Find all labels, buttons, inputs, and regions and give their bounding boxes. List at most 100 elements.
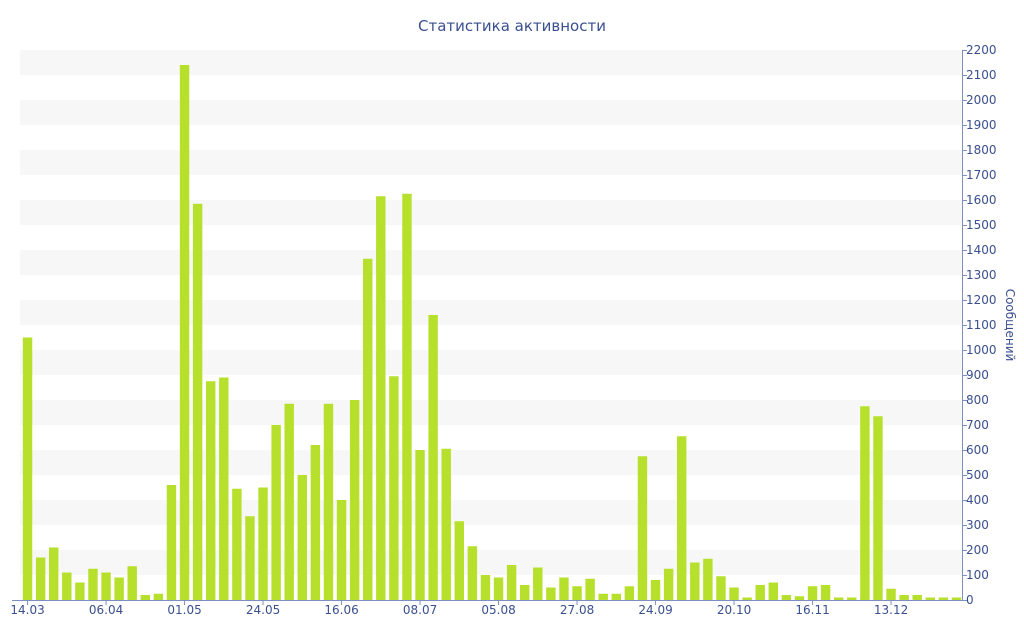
bar (35, 557, 46, 600)
x-tick-label: 14.03 (10, 603, 44, 617)
bar (389, 376, 399, 600)
bar (546, 587, 556, 600)
bar (650, 580, 661, 600)
y-tick-label: 100 (966, 568, 989, 582)
bar (860, 406, 870, 600)
bar (768, 582, 778, 600)
y-tick-label: 1600 (966, 193, 997, 207)
y-tick-label: 1500 (966, 218, 997, 232)
bar (49, 547, 59, 600)
bar (62, 572, 72, 600)
y-tick-label: 2200 (966, 43, 997, 57)
bar (179, 65, 190, 600)
bar-series (22, 65, 962, 600)
bar (441, 448, 451, 600)
y-axis-label: Сообщений (1003, 289, 1017, 362)
bar (807, 586, 818, 600)
y-tick-label: 900 (966, 368, 989, 382)
bar (192, 203, 203, 600)
y-tick-label: 1700 (966, 168, 997, 182)
bar (690, 562, 700, 600)
x-tick-label: 01.05 (167, 603, 201, 617)
bar (323, 403, 334, 600)
bar (245, 516, 255, 600)
bar (912, 595, 922, 600)
grid-band (20, 400, 962, 425)
bar (349, 400, 360, 600)
y-tick-label: 400 (966, 493, 989, 507)
y-tick-label: 1800 (966, 143, 997, 157)
x-tick-label: 27.08 (560, 603, 594, 617)
bar (467, 546, 478, 600)
bar (376, 196, 386, 600)
x-axis-ticks: 14.03 06.04 01.05 24.05 16.06 08.07 05.08 27.08… (10, 600, 908, 617)
y-tick-label: 1300 (966, 268, 997, 282)
bar (402, 193, 412, 600)
y-tick-label: 200 (966, 543, 989, 557)
bar (75, 582, 85, 600)
bar (297, 475, 307, 600)
bar (742, 597, 752, 600)
x-tick-label: 16.11 (795, 603, 829, 617)
y-axis-ticks: 0 100 200 300 400 500 600 700 800 900 1000 1100 1200… (962, 43, 997, 607)
grid-band (20, 150, 962, 175)
chart-title: Статистика активности (418, 17, 606, 35)
grid-band (20, 300, 962, 325)
bar (232, 488, 242, 600)
bar (114, 577, 124, 600)
y-tick-label: 1400 (966, 243, 997, 257)
bar (624, 586, 635, 600)
y-tick-label: 1100 (966, 318, 997, 332)
bar (899, 595, 909, 600)
y-tick-label: 1900 (966, 118, 997, 132)
bar (101, 572, 111, 600)
bar (493, 577, 504, 600)
x-tick-label: 24.05 (246, 603, 280, 617)
bar (88, 568, 98, 600)
bar (428, 315, 438, 600)
bar (258, 487, 268, 600)
bar (219, 377, 229, 600)
grid-band (20, 250, 962, 275)
grid-bands (20, 50, 962, 575)
y-tick-label: 500 (966, 468, 989, 482)
grid-band (20, 200, 962, 225)
x-tick-label: 24.09 (638, 603, 672, 617)
bar (336, 500, 347, 600)
grid-band (20, 350, 962, 375)
bar (520, 585, 530, 600)
bar (873, 416, 883, 600)
bar (22, 337, 33, 600)
bar (637, 456, 648, 600)
x-tick-label: 13.12 (874, 603, 908, 617)
bar (611, 593, 621, 600)
bar (598, 593, 608, 600)
y-tick-label: 2000 (966, 93, 997, 107)
y-tick-label: 2100 (966, 68, 997, 82)
bar (938, 597, 949, 600)
bar (480, 575, 491, 600)
x-tick-label: 20.10 (717, 603, 751, 617)
y-tick-label: 600 (966, 443, 989, 457)
x-tick-label: 16.06 (324, 603, 358, 617)
y-tick-label: 800 (966, 393, 989, 407)
bar (454, 521, 464, 600)
bar (794, 596, 805, 600)
x-tick-label: 08.07 (403, 603, 437, 617)
bar (729, 587, 739, 600)
bar (755, 585, 765, 600)
bar (834, 597, 844, 600)
bar (886, 588, 896, 600)
y-tick-label: 700 (966, 418, 989, 432)
bar (677, 436, 687, 600)
bar (847, 597, 857, 600)
grid-band (20, 50, 962, 75)
bar (585, 578, 595, 600)
bar (206, 381, 216, 600)
bar (166, 485, 177, 600)
grid-band (20, 100, 962, 125)
bar (140, 595, 150, 600)
y-tick-label: 1200 (966, 293, 997, 307)
bar (153, 593, 164, 600)
